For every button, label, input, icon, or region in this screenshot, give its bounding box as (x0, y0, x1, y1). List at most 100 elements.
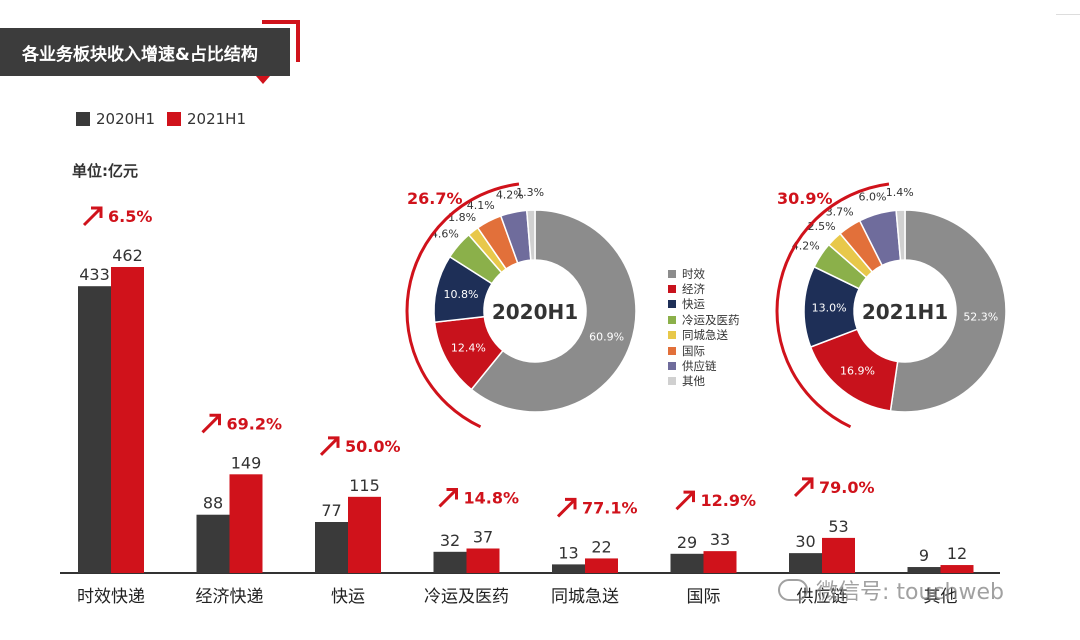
donut-slice-label: 4.2% (792, 239, 820, 252)
donut-slice-label: 16.9% (840, 364, 875, 377)
donut-slice-label: 12.4% (451, 341, 486, 354)
bar-value-label: 32 (440, 531, 460, 550)
title-notch-marker (256, 76, 270, 84)
bar-value-label: 33 (710, 530, 730, 549)
donut-slice-0-0 (470, 209, 637, 413)
legend-swatch-2020h1 (76, 112, 90, 126)
donut-slice-label: 3.7% (826, 206, 854, 219)
bar-value-label: 29 (677, 533, 697, 552)
donut-legend-item: 其他 (668, 374, 740, 389)
legend-label-2021h1: 2021H1 (187, 110, 246, 128)
donut-legend-label: 冷运及医药 (682, 312, 740, 327)
unit-label: 单位:亿元 (72, 162, 138, 180)
donut-legend-swatch (668, 346, 676, 355)
donut-legend-item: 经济 (668, 281, 740, 296)
donut-slice-1-0 (889, 209, 1007, 413)
growth-arrowhead-icon (683, 490, 695, 503)
growth-label: 12.9% (701, 491, 757, 510)
bar-value-label: 37 (473, 527, 493, 546)
growth-label: 77.1% (582, 498, 638, 517)
growth-arrowhead-icon (565, 497, 577, 510)
bar-value-label: 115 (349, 476, 380, 495)
donut-legend-swatch (668, 285, 676, 294)
bar-2021h1-2 (348, 496, 381, 573)
donut-legend-swatch (668, 362, 676, 371)
donut-slice-label: 2.5% (808, 220, 836, 233)
growth-arrow-icon (556, 499, 576, 518)
bar-value-label: 22 (591, 537, 611, 556)
category-label: 快运 (331, 587, 365, 607)
growth-label: 69.2% (227, 414, 283, 433)
donut-legend-swatch (668, 331, 676, 340)
growth-arrow-icon (82, 207, 102, 227)
bar-2021h1-7 (940, 565, 974, 573)
legend-swatch-2021h1 (167, 112, 181, 126)
wechat-icon (778, 579, 808, 601)
donut-center-label: 2021H1 (862, 300, 948, 324)
watermark-text: 微信号: touchweb (816, 580, 1004, 605)
bar-2021h1-6 (822, 537, 855, 573)
donut-legend-item: 国际 (668, 343, 740, 358)
donut-slice-label: 4.6% (431, 227, 459, 240)
bar-2020h1-4 (552, 564, 585, 573)
growth-arrowhead-icon (802, 477, 814, 489)
bar-2020h1-1 (196, 514, 230, 573)
bar-value-label: 462 (112, 246, 143, 265)
donut-legend-item: 供应链 (668, 358, 740, 373)
bar-value-label: 433 (79, 265, 110, 284)
donut-slice-label: 13.0% (812, 302, 847, 315)
donut-legend-label: 供应链 (682, 359, 717, 374)
share-arc (405, 182, 520, 429)
share-arc-label: 26.7% (407, 189, 463, 208)
donut-slice-label: 4.2% (496, 189, 524, 202)
donut-legend-label: 同城急送 (682, 328, 728, 343)
donut-legend-label: 其他 (682, 374, 705, 389)
donut-legend: 时效 经济 快运 冷运及医药 同城急送 国际 供应链 其他 (668, 266, 740, 389)
bar-value-label: 13 (558, 543, 578, 562)
category-label: 其他 (924, 587, 958, 607)
legend-label-2020h1: 2020H1 (96, 110, 155, 128)
donut-hole (855, 261, 955, 361)
bar-value-label: 30 (795, 532, 815, 551)
bar-value-label: 12 (947, 544, 967, 563)
bar-legend: 2020H1 2021H1 (76, 110, 258, 128)
donut-slice-label: 4.1% (467, 199, 495, 212)
growth-arrowhead-icon (91, 206, 103, 218)
donut-center-label: 2020H1 (492, 300, 578, 324)
donut-legend-item: 快运 (668, 297, 740, 312)
donut-legend-label: 快运 (682, 297, 705, 312)
donut-legend-swatch (668, 300, 676, 309)
bar-2021h1-4 (585, 558, 618, 573)
donut-slice-label: 6.0% (859, 191, 887, 204)
bar-value-label: 9 (919, 546, 929, 565)
donut-slice-label: 52.3% (963, 310, 998, 323)
donut-legend-item: 时效 (668, 266, 740, 281)
donut-legend-swatch (668, 315, 676, 324)
donut-legend-label: 经济 (682, 282, 705, 297)
bar-value-label: 149 (231, 453, 262, 472)
donut-legend-swatch (668, 377, 676, 386)
legend-item-2020h1: 2020H1 (76, 110, 155, 128)
bar-2020h1-6 (789, 553, 822, 573)
growth-arrowhead-icon (446, 487, 458, 500)
donut-legend-item: 冷运及医药 (668, 312, 740, 327)
donut-slice-0-7 (525, 209, 536, 261)
category-label: 国际 (687, 587, 721, 607)
bar-2020h1-7 (907, 567, 941, 573)
growth-label: 50.0% (345, 437, 401, 456)
bar-value-label: 53 (828, 517, 848, 536)
share-arc (775, 182, 890, 429)
watermark: 微信号: touchweb (778, 574, 1004, 606)
corner-decoration (1056, 0, 1080, 15)
page-title: 各业务板块收入增速&占比结构 (0, 28, 290, 76)
growth-label: 79.0% (819, 478, 875, 497)
bar-2021h1-3 (466, 548, 500, 573)
donut-slice-label: 10.8% (443, 288, 478, 301)
bar-2020h1-0 (78, 286, 111, 573)
growth-arrowhead-icon (209, 413, 221, 426)
legend-item-2021h1: 2021H1 (167, 110, 246, 128)
category-label: 经济快递 (196, 587, 264, 607)
growth-arrow-icon (319, 437, 339, 456)
